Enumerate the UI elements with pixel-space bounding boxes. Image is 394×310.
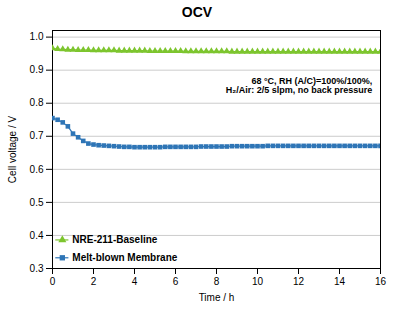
svg-text:0.4: 0.4 bbox=[30, 230, 44, 241]
svg-text:0.7: 0.7 bbox=[30, 130, 44, 141]
svg-text:NRE-211-Baseline: NRE-211-Baseline bbox=[72, 234, 157, 245]
svg-text:Melt-blown Membrane: Melt-blown Membrane bbox=[72, 252, 177, 263]
svg-text:0.8: 0.8 bbox=[30, 97, 44, 108]
svg-text:10: 10 bbox=[252, 276, 264, 287]
svg-text:4: 4 bbox=[132, 276, 138, 287]
svg-text:68 °C, RH (A/C)=100%/100%,H₂/A: 68 °C, RH (A/C)=100%/100%,H₂/Air: 2/5 sl… bbox=[226, 76, 373, 95]
svg-text:6: 6 bbox=[173, 276, 179, 287]
html-text:OCV: OCV bbox=[181, 4, 213, 20]
svg-text:Time / h: Time / h bbox=[199, 292, 235, 303]
svg-text:0.6: 0.6 bbox=[30, 164, 44, 175]
svg-text:0: 0 bbox=[50, 276, 56, 287]
svg-text:0.3: 0.3 bbox=[30, 263, 44, 274]
svg-text:1.0: 1.0 bbox=[30, 31, 44, 42]
svg-text:8: 8 bbox=[214, 276, 220, 287]
svg-text:16: 16 bbox=[375, 276, 387, 287]
svg-text:Cell voltage / V: Cell voltage / V bbox=[7, 116, 18, 184]
svg-text:0.9: 0.9 bbox=[30, 64, 44, 75]
svg-text:12: 12 bbox=[293, 276, 305, 287]
svg-text:0.5: 0.5 bbox=[30, 197, 44, 208]
svg-text:14: 14 bbox=[334, 276, 346, 287]
svg-text:2: 2 bbox=[91, 276, 97, 287]
